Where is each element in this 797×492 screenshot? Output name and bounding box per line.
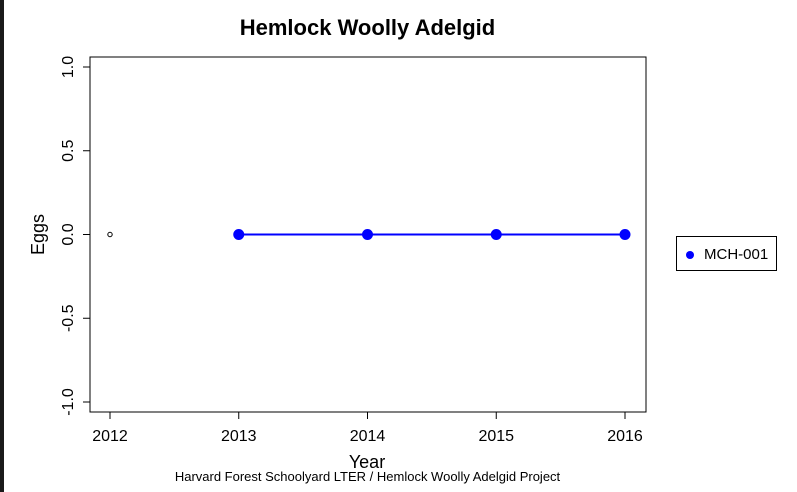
legend-marker-icon xyxy=(686,251,694,259)
y-tick-label: 0.0 xyxy=(60,223,77,245)
data-point xyxy=(362,229,373,240)
data-point xyxy=(233,229,245,240)
reference-point xyxy=(107,231,113,238)
legend-label: MCH-001 xyxy=(704,246,769,263)
y-axis-label: Eggs xyxy=(28,214,48,255)
x-tick-label: 2016 xyxy=(607,428,643,445)
window-edge xyxy=(0,0,4,492)
legend: MCH-001 xyxy=(676,236,777,271)
data-point xyxy=(619,229,631,240)
x-tick-label: 2012 xyxy=(92,428,128,445)
data-point xyxy=(490,229,502,240)
y-tick-label: 1.0 xyxy=(60,56,77,78)
x-axis-label: Year xyxy=(349,452,385,472)
y-tick-label: -1.0 xyxy=(60,388,77,416)
y-tick-label: 0.5 xyxy=(60,140,77,162)
source-caption: Harvard Forest Schoolyard LTER / Hemlock… xyxy=(174,469,561,484)
chart-title: Hemlock Woolly Adelgid xyxy=(239,15,496,40)
x-tick-label: 2015 xyxy=(478,428,514,445)
y-tick-label: -0.5 xyxy=(60,304,77,332)
x-tick-label: 2013 xyxy=(221,428,257,445)
x-tick-label: 2014 xyxy=(350,428,386,445)
